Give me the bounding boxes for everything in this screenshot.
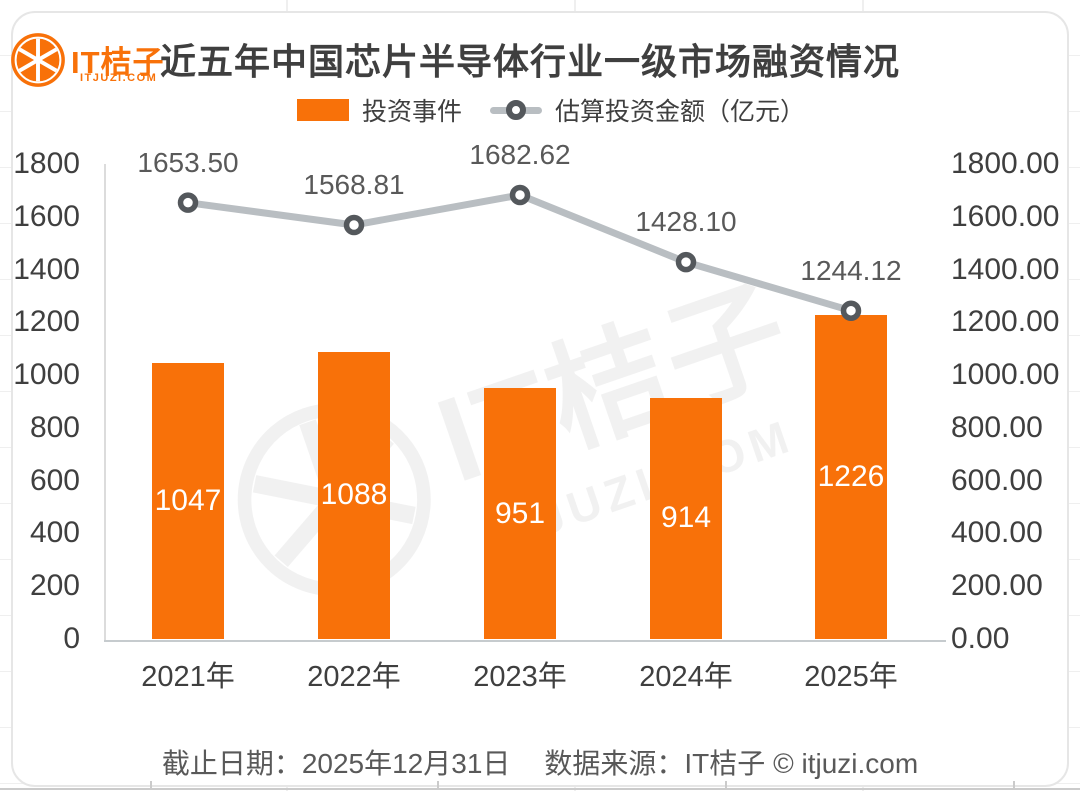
background-sheet-line — [0, 788, 1080, 790]
bar-2021年 — [152, 362, 224, 639]
bar-2024年 — [650, 397, 722, 639]
x-axis-label-2022年: 2022年 — [307, 661, 401, 693]
bar-value-label: 1088 — [320, 478, 388, 512]
left-axis-tick: 800 — [29, 410, 80, 444]
bar-legend-swatch — [297, 99, 349, 121]
line-value-label: 1428.10 — [635, 206, 737, 238]
bar-value-label: 914 — [660, 501, 712, 535]
brand-domain: ITJUZI.COM — [80, 72, 158, 84]
legend-item-bar: 投资事件 — [297, 92, 462, 128]
right-axis-tick: 1800.00 — [951, 147, 1060, 180]
right-axis-tick: 1200.00 — [951, 305, 1060, 339]
line-marker-icon — [506, 100, 527, 120]
footer-note: 截止日期：2025年12月31日 数据来源：IT桔子 © itjuzi.com — [0, 742, 1080, 782]
sheet-column-tick — [437, 781, 439, 789]
sheet-column-tick — [1013, 781, 1015, 789]
sheet-column-tick — [150, 781, 152, 789]
left-y-axis-line — [104, 164, 106, 641]
legend-label: 投资事件 — [362, 98, 463, 126]
left-axis-tick: 1400 — [13, 252, 80, 286]
left-axis-tick: 1200 — [13, 305, 80, 339]
bar-2025年 — [815, 315, 887, 639]
bar-value-label: 1047 — [154, 483, 222, 517]
right-axis-tick: 1600.00 — [951, 199, 1060, 233]
itjuzi-orange-logo-icon — [11, 33, 65, 87]
bar-2023年 — [484, 388, 556, 639]
left-axis-tick: 400 — [29, 516, 80, 550]
left-axis-tick: 1000 — [13, 358, 80, 392]
right-axis-tick: 1400.00 — [951, 252, 1060, 286]
line-legend-swatch — [490, 99, 543, 121]
chart-title: 近五年中国芯片半导体行业一级市场融资情况 — [160, 41, 901, 82]
brand-name: IT桔子 — [71, 45, 165, 80]
footer-source: 数据来源：IT桔子 © itjuzi.com — [544, 748, 919, 779]
right-axis-tick: 200.00 — [951, 569, 1043, 603]
left-axis-tick: 600 — [29, 463, 80, 497]
legend: 投资事件 估算投资金额（亿元） — [297, 92, 805, 128]
right-axis-tick: 1000.00 — [951, 358, 1060, 392]
left-axis-tick: 0 — [63, 622, 80, 655]
line-value-label: 1653.50 — [137, 146, 239, 178]
bar-value-label: 1226 — [817, 460, 885, 494]
bar-value-label: 951 — [494, 496, 546, 530]
x-axis-line — [104, 640, 946, 642]
right-axis-tick: 400.00 — [951, 516, 1043, 550]
x-axis-label-2025年: 2025年 — [804, 661, 898, 693]
right-axis-tick: 800.00 — [951, 410, 1043, 444]
left-axis-tick: 200 — [29, 569, 80, 603]
left-axis-tick: 1800 — [13, 147, 80, 180]
footer-deadline: 截止日期：2025年12月31日 — [161, 748, 511, 779]
legend-label: 估算投资金额（亿元） — [555, 98, 806, 126]
right-axis-tick: 0.00 — [951, 622, 1010, 655]
line-value-label: 1568.81 — [303, 169, 405, 200]
line-value-label: 1682.62 — [469, 138, 571, 170]
right-axis-tick: 600.00 — [951, 463, 1043, 497]
left-axis-tick: 1600 — [13, 199, 80, 233]
x-axis-label-2023年: 2023年 — [473, 661, 567, 693]
sheet-column-tick — [725, 781, 727, 789]
x-axis-label-2021年: 2021年 — [141, 661, 235, 693]
legend-item-line: 估算投资金额（亿元） — [490, 92, 805, 128]
bar-2022年 — [318, 351, 390, 639]
line-value-label: 1244.12 — [800, 254, 902, 286]
x-axis-label-2024年: 2024年 — [639, 661, 733, 693]
